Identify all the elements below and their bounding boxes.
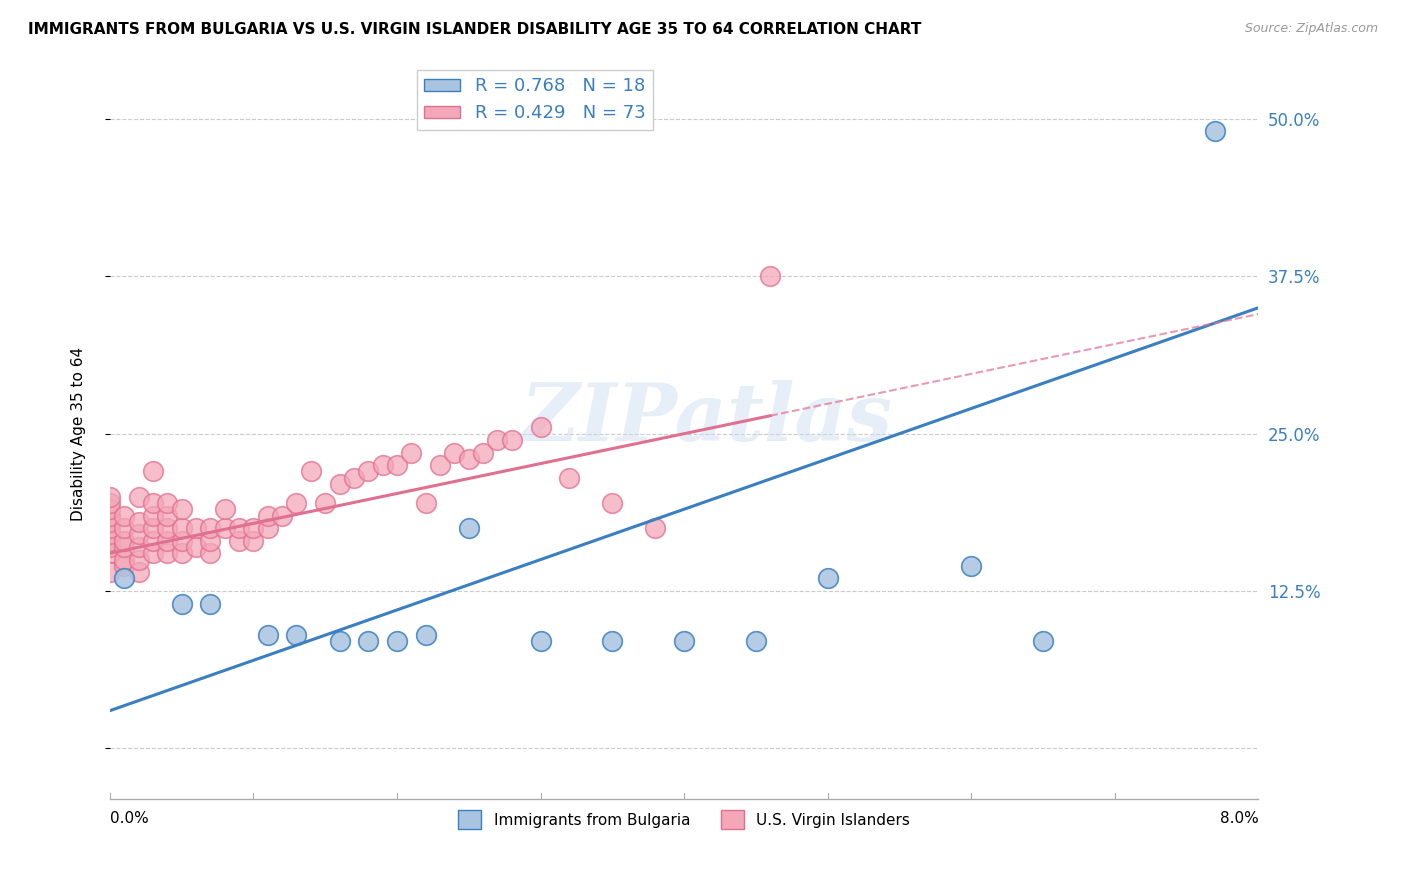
Point [112, 572, 135, 586]
Point [112, 533, 135, 548]
Point [142, 508, 165, 523]
Point [200, 533, 222, 548]
Point [644, 521, 666, 535]
Point [98, 527, 121, 541]
Point [256, 628, 278, 642]
Point [156, 533, 179, 548]
Point [385, 634, 408, 648]
Point [314, 496, 336, 510]
Point [170, 533, 193, 548]
Point [329, 477, 352, 491]
Point [200, 521, 222, 535]
Point [329, 634, 352, 648]
Point [457, 451, 479, 466]
Point [357, 634, 380, 648]
Point [184, 540, 207, 554]
Text: Source: ZipAtlas.com: Source: ZipAtlas.com [1244, 22, 1378, 36]
Y-axis label: Disability Age 35 to 64: Disability Age 35 to 64 [72, 347, 86, 521]
Point [142, 465, 165, 479]
Point [170, 521, 193, 535]
Point [529, 634, 551, 648]
Point [142, 496, 165, 510]
Point [817, 572, 839, 586]
Point [242, 521, 264, 535]
Point [745, 634, 768, 648]
Point [429, 458, 451, 472]
Point [128, 527, 150, 541]
Point [285, 496, 308, 510]
Point [112, 521, 135, 535]
Point [228, 533, 250, 548]
Point [128, 490, 150, 504]
Point [673, 634, 696, 648]
Point [200, 597, 222, 611]
Point [156, 546, 179, 560]
Point [98, 565, 121, 579]
Point [156, 521, 179, 535]
Point [112, 508, 135, 523]
Point [200, 546, 222, 560]
Point [142, 546, 165, 560]
Point [98, 502, 121, 516]
Point [128, 565, 150, 579]
Point [285, 628, 308, 642]
Point [1204, 124, 1226, 138]
Point [98, 546, 121, 560]
Point [128, 540, 150, 554]
Point [98, 521, 121, 535]
Point [271, 508, 294, 523]
Point [128, 515, 150, 529]
Point [156, 496, 179, 510]
Point [142, 533, 165, 548]
Point [759, 269, 782, 284]
Text: 8.0%: 8.0% [1219, 812, 1258, 826]
Point [98, 496, 121, 510]
Point [170, 597, 193, 611]
Text: 0.0%: 0.0% [110, 812, 149, 826]
Point [256, 521, 278, 535]
Point [142, 521, 165, 535]
Point [415, 628, 437, 642]
Point [112, 552, 135, 566]
Point [343, 471, 366, 485]
Point [184, 521, 207, 535]
Point [214, 502, 236, 516]
Point [242, 533, 264, 548]
Point [98, 490, 121, 504]
Point [357, 465, 380, 479]
Point [214, 521, 236, 535]
Point [472, 445, 495, 459]
Point [602, 634, 624, 648]
Point [371, 458, 394, 472]
Point [960, 558, 983, 573]
Point [602, 496, 624, 510]
Point [256, 508, 278, 523]
Point [98, 533, 121, 548]
Point [558, 471, 581, 485]
Point [457, 521, 479, 535]
Point [170, 546, 193, 560]
Point [401, 445, 423, 459]
Point [128, 552, 150, 566]
Point [98, 515, 121, 529]
Legend: Immigrants from Bulgaria, U.S. Virgin Islanders: Immigrants from Bulgaria, U.S. Virgin Is… [453, 805, 915, 835]
Point [98, 508, 121, 523]
Point [228, 521, 250, 535]
Point [299, 465, 322, 479]
Point [385, 458, 408, 472]
Point [98, 540, 121, 554]
Point [1032, 634, 1054, 648]
Point [112, 540, 135, 554]
Point [156, 508, 179, 523]
Text: ZIPatlas: ZIPatlas [522, 380, 893, 458]
Point [501, 433, 523, 447]
Point [170, 502, 193, 516]
Text: IMMIGRANTS FROM BULGARIA VS U.S. VIRGIN ISLANDER DISABILITY AGE 35 TO 64 CORRELA: IMMIGRANTS FROM BULGARIA VS U.S. VIRGIN … [28, 22, 921, 37]
Point [443, 445, 465, 459]
Point [486, 433, 509, 447]
Point [415, 496, 437, 510]
Point [112, 558, 135, 573]
Point [529, 420, 551, 434]
